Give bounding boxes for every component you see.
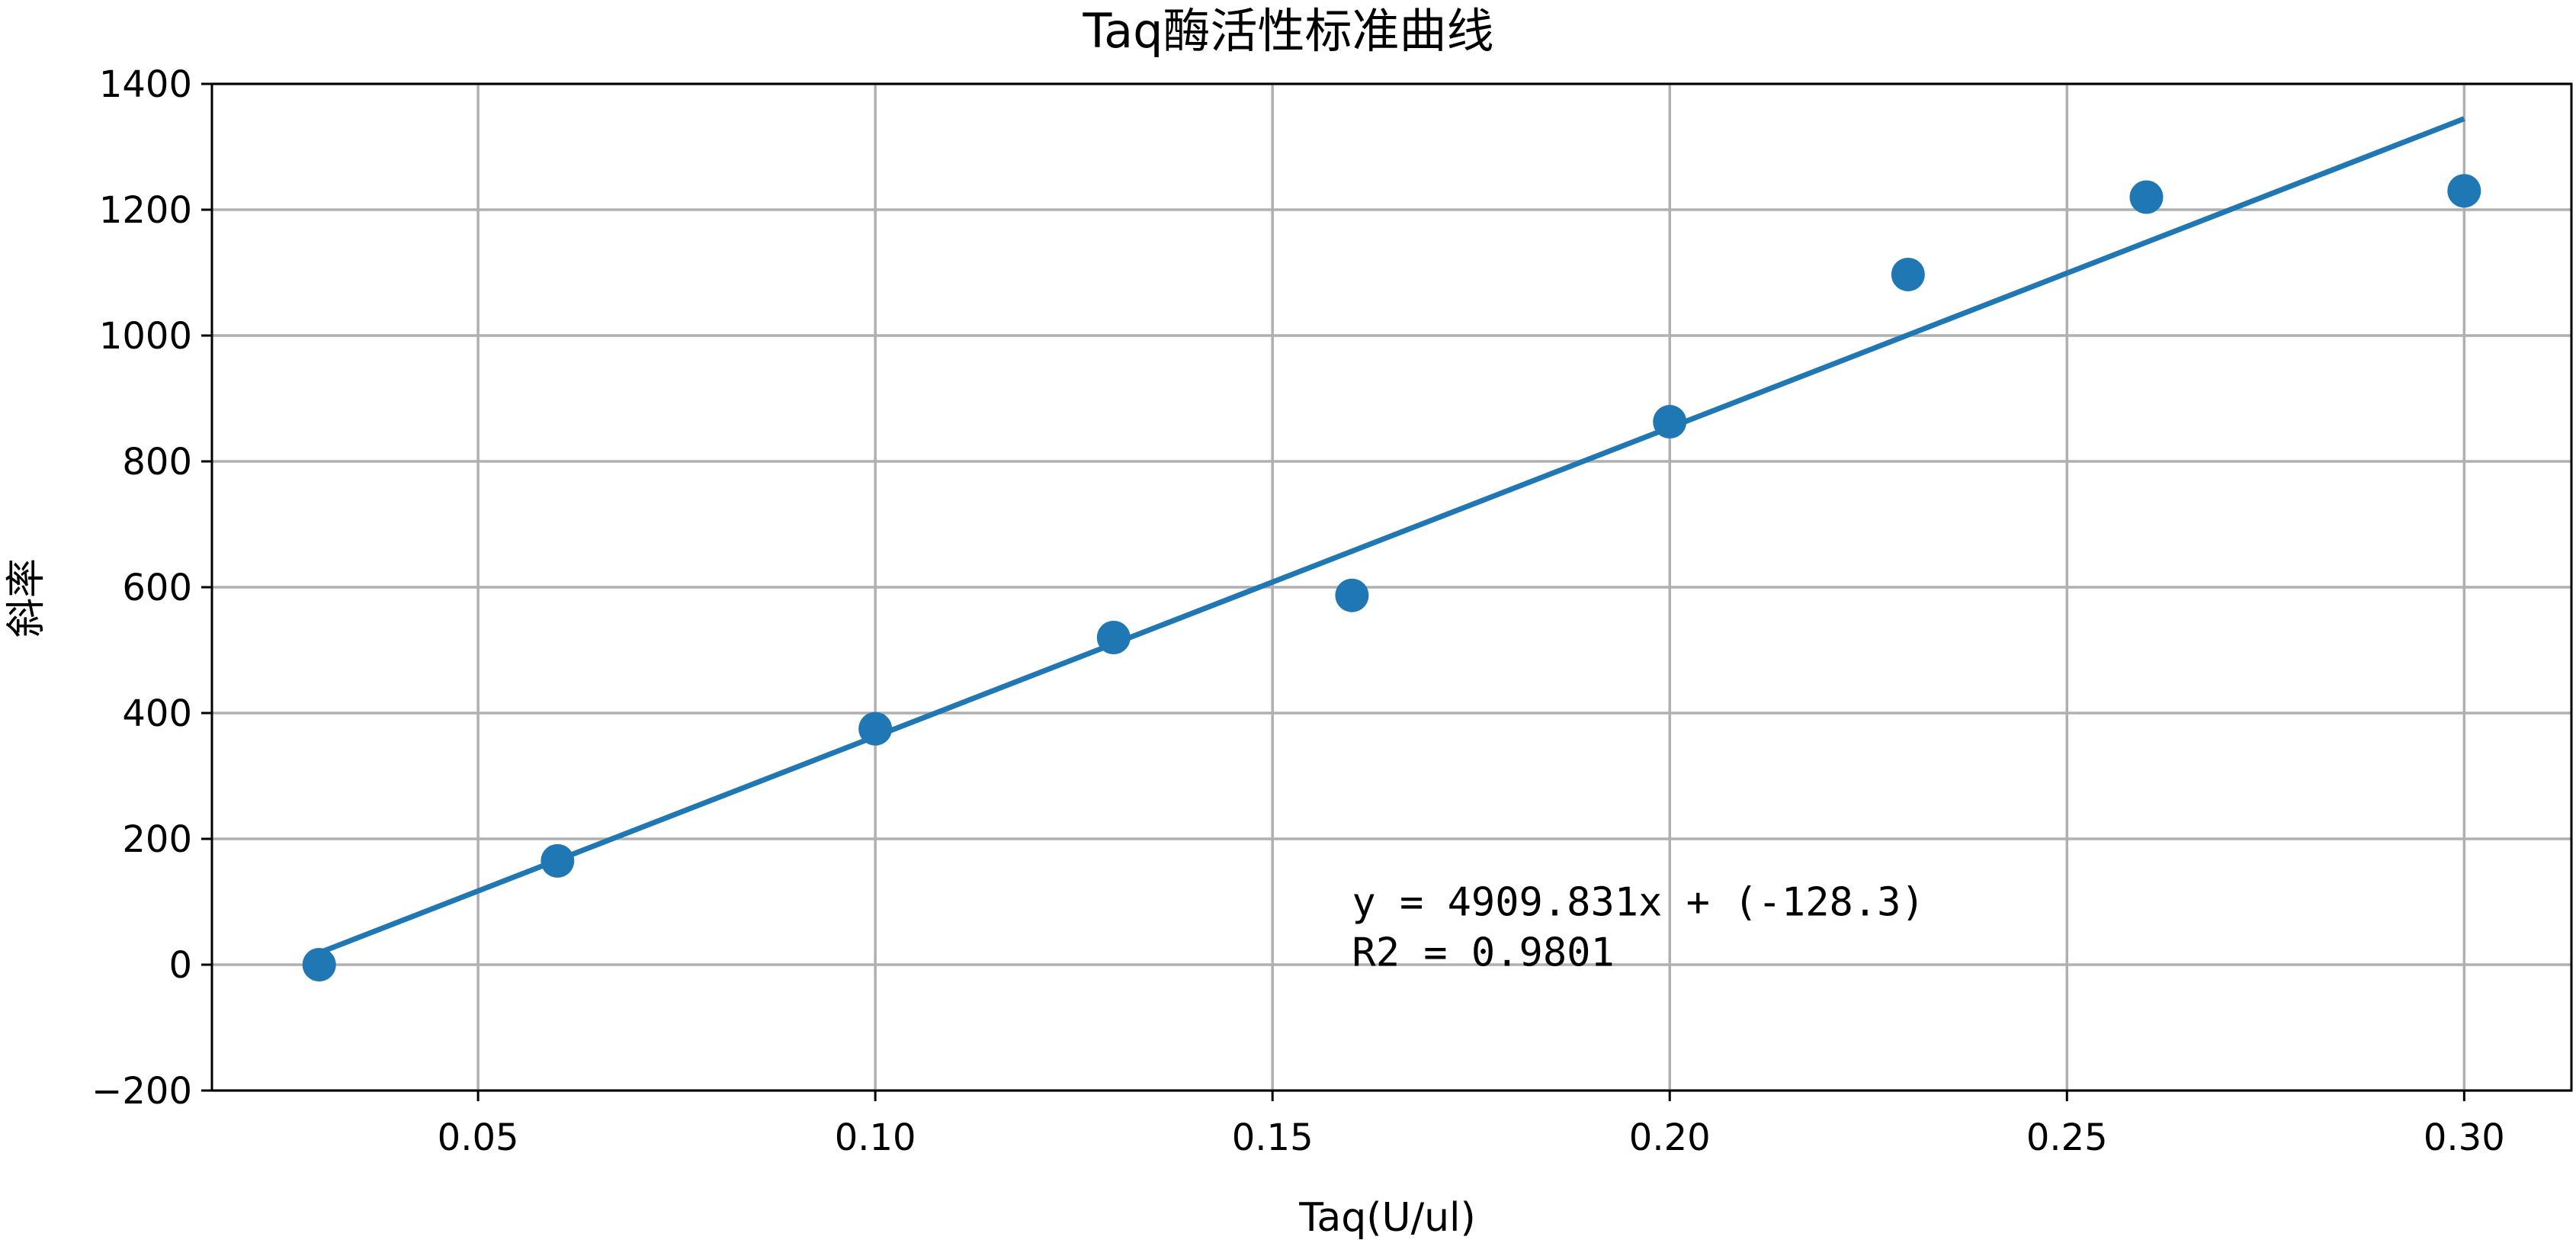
grid-layer: [212, 82, 2571, 1092]
x-tick-label: 0.30: [2424, 1116, 2505, 1159]
data-points-layer: [302, 174, 2481, 981]
y-tick-label: −200: [91, 1070, 192, 1113]
x-tick-label: 0.20: [1629, 1116, 1711, 1159]
data-point: [302, 948, 336, 981]
y-tick-label: 1200: [99, 189, 192, 232]
data-point: [1335, 578, 1369, 612]
fit-line: [318, 116, 2465, 956]
y-tick-label: 400: [122, 692, 192, 735]
data-point: [1653, 405, 1687, 439]
y-tick-label: 800: [122, 441, 192, 483]
y-axis-ticks: −200 0 200 400 600 800 1000 1200 1400: [91, 63, 212, 1113]
data-point: [2129, 180, 2164, 214]
y-tick-label: 600: [122, 567, 192, 609]
y-tick-label: 200: [122, 818, 192, 861]
y-tick-label: 1400: [99, 63, 192, 106]
y-axis-label: 斜率: [4, 558, 50, 638]
fit-line-layer: [318, 116, 2465, 956]
chart-title: Taq酶活性标准曲线: [1083, 3, 1494, 59]
data-point: [1891, 257, 1925, 291]
data-point: [541, 843, 575, 878]
x-tick-label: 0.10: [835, 1116, 916, 1159]
data-point: [1096, 621, 1131, 654]
x-tick-label: 0.05: [438, 1116, 519, 1159]
fit-equation-annotation: y = 4909.831x + (-128.3): [1352, 880, 1924, 926]
x-axis-label: Taq(U/ul): [1298, 1195, 1476, 1240]
x-tick-label: 0.25: [2026, 1116, 2108, 1159]
y-tick-label: 1000: [99, 315, 192, 358]
x-axis-ticks: 0.05 0.10 0.15 0.20 0.25 0.30: [438, 1091, 2505, 1159]
y-tick-label: 0: [168, 944, 192, 987]
r-squared-annotation: R2 = 0.9801: [1352, 930, 1614, 976]
data-point: [858, 712, 893, 746]
x-tick-label: 0.15: [1232, 1116, 1314, 1159]
data-point: [2447, 174, 2481, 208]
